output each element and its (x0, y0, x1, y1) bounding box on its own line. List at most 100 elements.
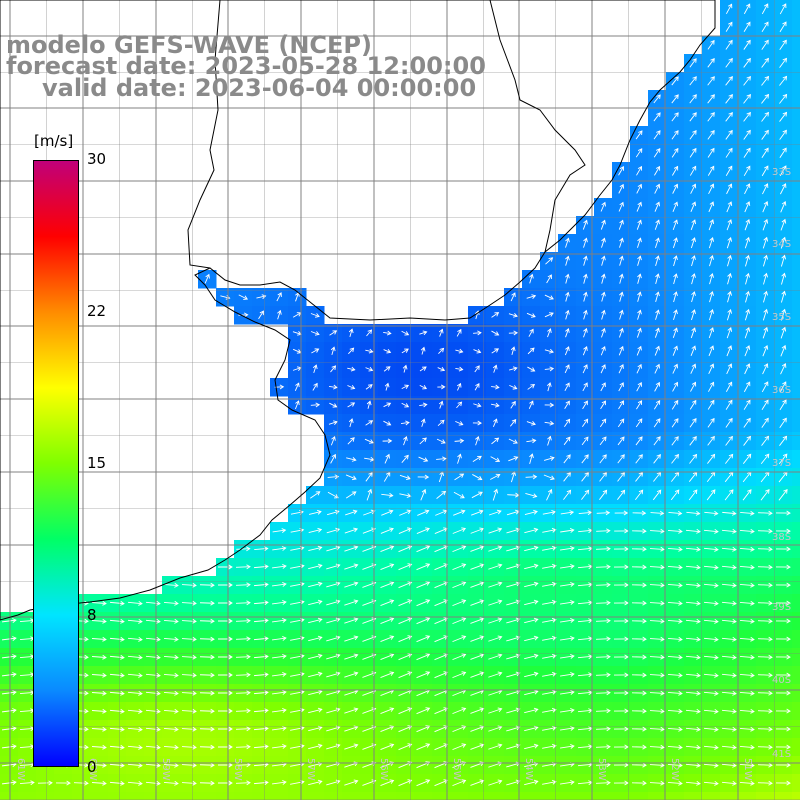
field-cell (342, 792, 361, 800)
field-cell (792, 378, 800, 397)
colorbar-unit: [m/s] (34, 132, 73, 150)
field-cell (630, 792, 649, 800)
field-cell (486, 792, 505, 800)
field-cell (792, 540, 800, 559)
field-cell (180, 792, 199, 800)
field-cell (54, 792, 73, 800)
field-cell (792, 0, 800, 19)
field-cell (126, 792, 145, 800)
lat-label: 36S (772, 385, 791, 396)
field-cell (792, 720, 800, 739)
lat-label: 33S (772, 167, 791, 178)
field-cell (792, 144, 800, 163)
field-cell (792, 180, 800, 199)
field-cell (792, 36, 800, 55)
field-cell (216, 792, 235, 800)
field-cell (792, 324, 800, 343)
field-cell (702, 792, 721, 800)
field-cell (36, 792, 55, 800)
field-cell (792, 342, 800, 361)
field-cell (792, 108, 800, 127)
field-cell (792, 738, 800, 757)
field-cell (792, 414, 800, 433)
field-cell (396, 792, 415, 800)
field-cell (792, 630, 800, 649)
field-cell (792, 594, 800, 613)
field-cell (792, 792, 800, 800)
field-cell (756, 792, 775, 800)
field-cell (378, 792, 397, 800)
field-cell (90, 792, 109, 800)
field-cell (792, 198, 800, 217)
field-cell (792, 756, 800, 775)
field-cell (720, 792, 739, 800)
field-cell (558, 792, 577, 800)
field-cell (792, 252, 800, 271)
field-cell (792, 306, 800, 325)
field-cell (792, 72, 800, 91)
field-cell (162, 792, 181, 800)
field-cell (792, 54, 800, 73)
field-cell (666, 792, 685, 800)
colorbar-tick-15: 15 (87, 454, 106, 472)
valid-date: valid date: 2023-06-04 00:00:00 (42, 76, 476, 100)
field-cell (324, 792, 343, 800)
field-cell (234, 792, 253, 800)
field-cell (792, 432, 800, 451)
field-cell (792, 162, 800, 181)
field-cell (792, 504, 800, 523)
lon-label: 53W (596, 758, 607, 781)
field-cell (792, 576, 800, 595)
field-cell (612, 792, 631, 800)
field-cell (108, 792, 127, 800)
field-cell (792, 666, 800, 685)
field-cell (792, 216, 800, 235)
field-cell (792, 684, 800, 703)
colorbar (33, 160, 79, 767)
field-cell (738, 792, 757, 800)
field-cell (792, 18, 800, 37)
field-cell (288, 792, 307, 800)
lon-label: 58W (232, 758, 243, 781)
lon-label: 52W (669, 758, 680, 781)
field-cell (648, 792, 667, 800)
field-cell (792, 90, 800, 109)
field-cell (198, 792, 217, 800)
lat-label: 39S (772, 602, 791, 613)
field-cell (792, 648, 800, 667)
field-cell (72, 792, 91, 800)
field-cell (792, 774, 800, 793)
colorbar-tick-22: 22 (87, 302, 106, 320)
lat-label: 40S (772, 675, 791, 686)
field-cell (306, 792, 325, 800)
field-cell (450, 792, 469, 800)
field-cell (792, 270, 800, 289)
field-cell (792, 612, 800, 631)
field-cell (522, 792, 541, 800)
field-cell (360, 792, 379, 800)
lon-label: 61W (15, 758, 26, 781)
lon-label: 56W (378, 758, 389, 781)
field-cell (774, 792, 793, 800)
field-cell (792, 558, 800, 577)
lat-label: 41S (772, 749, 791, 760)
field-cell (792, 234, 800, 253)
lon-label: 51W (742, 758, 753, 781)
field-cell (792, 468, 800, 487)
lon-label: 55W (451, 758, 462, 781)
field-cell (504, 792, 523, 800)
field-cell (684, 792, 703, 800)
colorbar-tick-30: 30 (87, 150, 106, 168)
field-cell (432, 792, 451, 800)
lat-label: 38S (772, 532, 791, 543)
field-cell (270, 792, 289, 800)
field-cell (414, 792, 433, 800)
field-cell (594, 792, 613, 800)
field-cell (792, 126, 800, 145)
lon-label: 54W (523, 758, 534, 781)
field-cell (792, 450, 800, 469)
lon-label: 57W (305, 758, 316, 781)
colorbar-tick-8: 8 (87, 606, 97, 624)
